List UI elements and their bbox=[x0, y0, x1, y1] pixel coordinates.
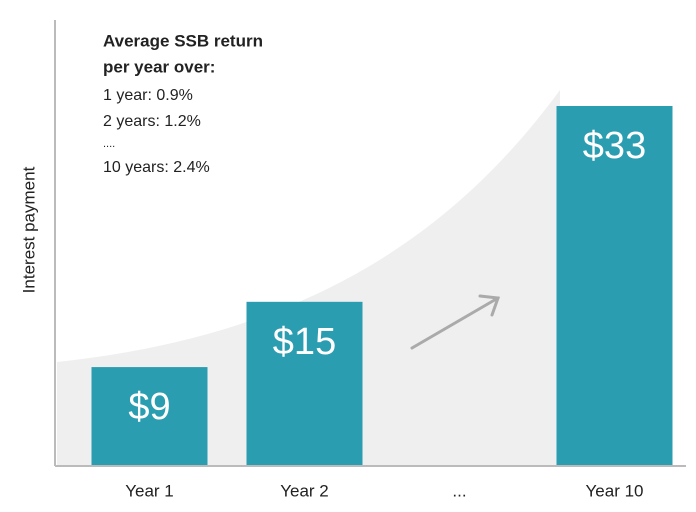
x-tick-label: ... bbox=[452, 481, 466, 500]
annotation: .... bbox=[103, 138, 115, 150]
value-label: $33 bbox=[583, 125, 646, 167]
value-label: $15 bbox=[273, 321, 336, 363]
annotation: 10 years: 2.4% bbox=[103, 159, 210, 176]
bar bbox=[91, 367, 208, 465]
value-label: $9 bbox=[128, 386, 170, 428]
bar bbox=[556, 106, 673, 465]
x-tick-label: Year 10 bbox=[586, 481, 644, 500]
annotation: Average SSB return bbox=[103, 31, 263, 50]
trend-arrow bbox=[410, 294, 501, 350]
annotation: per year over: bbox=[103, 57, 215, 76]
bar bbox=[246, 301, 363, 465]
annotation: 2 years: 1.2% bbox=[103, 113, 201, 130]
annotation: 1 year: 0.9% bbox=[103, 87, 193, 104]
x-tick-label: Year 2 bbox=[280, 481, 329, 500]
y-axis-label: Interest payment bbox=[19, 166, 38, 293]
x-tick-label: Year 1 bbox=[125, 481, 174, 500]
